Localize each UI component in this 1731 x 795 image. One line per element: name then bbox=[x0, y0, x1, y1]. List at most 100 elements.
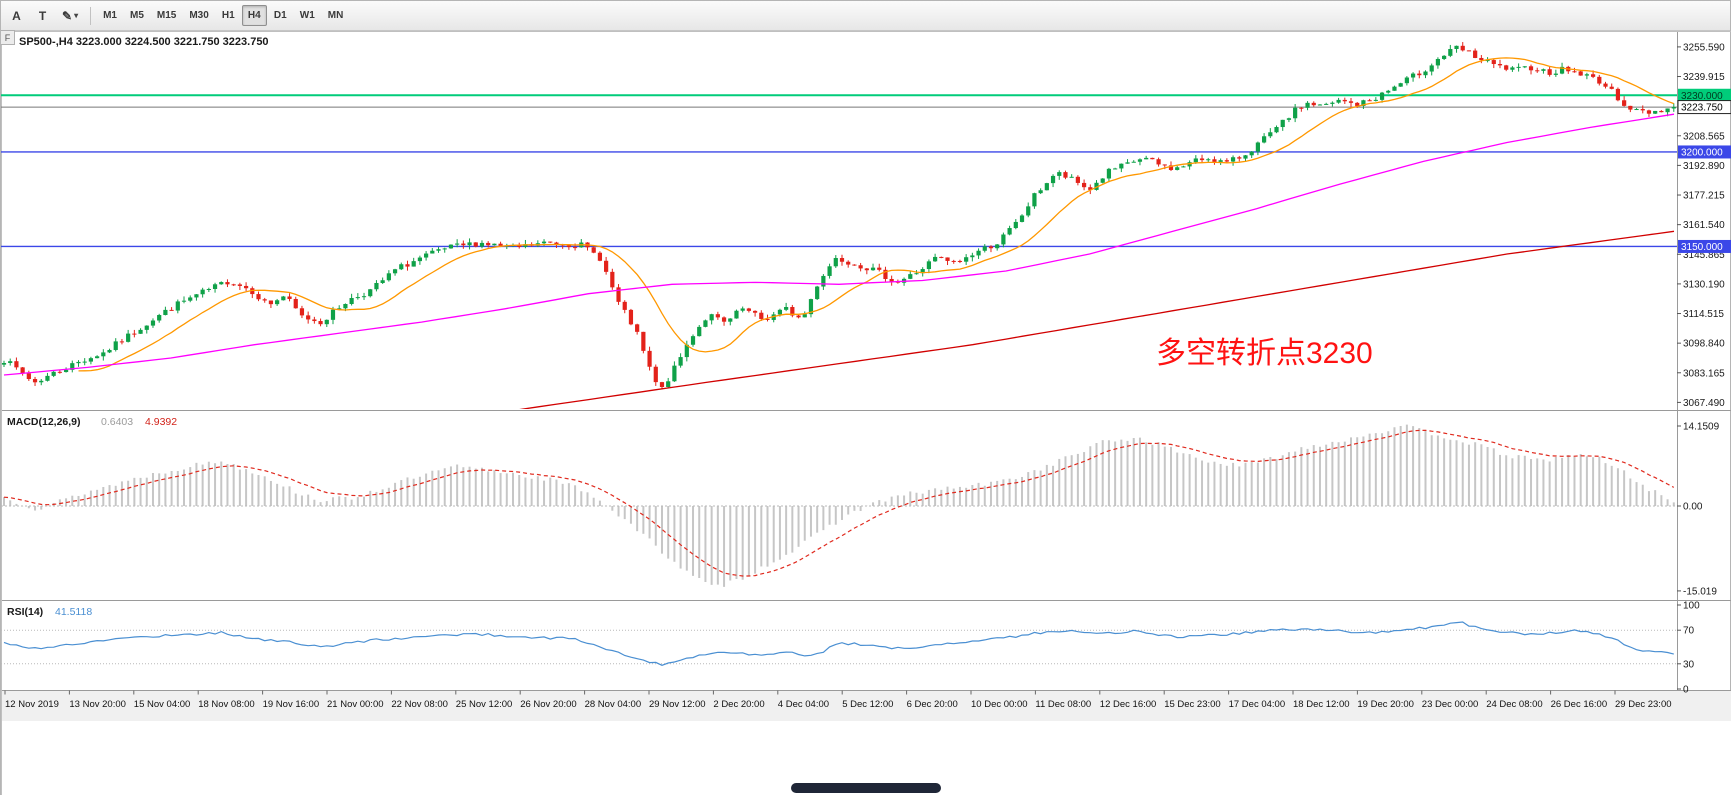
candle-body bbox=[1106, 168, 1112, 179]
candle-body bbox=[1448, 48, 1453, 56]
candle-body bbox=[982, 246, 987, 251]
candle-body bbox=[1230, 157, 1236, 162]
rsi-tick-label: 30 bbox=[1683, 659, 1695, 670]
candle-body bbox=[1150, 157, 1155, 160]
candle-body bbox=[430, 250, 435, 254]
candle-body bbox=[1131, 161, 1136, 163]
ma-fast-line[interactable] bbox=[78, 57, 1675, 372]
candle-body bbox=[45, 375, 50, 381]
candle-body bbox=[126, 333, 131, 342]
price-tick-label: 3161.540 bbox=[1683, 220, 1725, 231]
candle-body bbox=[1435, 58, 1441, 66]
timeframe-button-m30[interactable]: M30 bbox=[189, 10, 209, 21]
candle-body bbox=[1497, 64, 1503, 66]
candle-body bbox=[1206, 159, 1211, 161]
candle-body bbox=[200, 289, 205, 295]
timeframe-button-m15[interactable]: M15 bbox=[156, 10, 177, 21]
candle-body bbox=[734, 310, 739, 319]
candle-body bbox=[88, 358, 94, 362]
candle-body bbox=[554, 242, 559, 245]
candle-body bbox=[405, 264, 410, 267]
candle-body bbox=[107, 349, 112, 353]
candle-body bbox=[1603, 83, 1608, 87]
time-axis-strip bbox=[1, 691, 1731, 721]
candle-body bbox=[548, 241, 553, 243]
candle-body bbox=[566, 245, 571, 248]
candle-body bbox=[380, 280, 385, 283]
tool-button-a[interactable]: A bbox=[12, 8, 21, 23]
candle-body bbox=[1553, 73, 1558, 75]
timeframe-button-h1[interactable]: H1 bbox=[221, 10, 235, 21]
candle-body bbox=[250, 288, 255, 295]
candle-body bbox=[1342, 99, 1347, 102]
taskbar-hint bbox=[791, 783, 941, 793]
candle-body bbox=[1615, 88, 1621, 101]
candle-body bbox=[1417, 73, 1422, 76]
candle-body bbox=[1137, 159, 1143, 162]
candle-body bbox=[908, 274, 913, 279]
time-axis-label: 26 Dec 16:00 bbox=[1551, 699, 1608, 710]
candle-body bbox=[262, 299, 267, 301]
candle-body bbox=[802, 314, 807, 318]
time-axis-label: 19 Dec 20:00 bbox=[1357, 699, 1414, 710]
candle-body bbox=[517, 245, 522, 247]
ma-mid-line[interactable] bbox=[3, 113, 1675, 376]
candle-body bbox=[597, 252, 603, 261]
time-axis-label: 13 Nov 20:00 bbox=[69, 699, 126, 710]
macd-tick-label: 0.00 bbox=[1683, 502, 1703, 513]
rsi-label: RSI(14) bbox=[7, 606, 43, 618]
timeframe-button-mn[interactable]: MN bbox=[327, 10, 344, 21]
chart-canvas[interactable]: 3255.590 3239.915 3208.565 3192.890 3177.215… bbox=[1, 31, 1731, 795]
svg-text:3150.000: 3150.000 bbox=[1681, 242, 1723, 253]
candle-body bbox=[287, 296, 292, 299]
candle-body bbox=[1572, 71, 1577, 73]
candle-body bbox=[1317, 104, 1323, 106]
candle-body bbox=[1305, 102, 1310, 108]
panel-backgrounds bbox=[1, 31, 1731, 795]
time-axis-label: 10 Dec 00:00 bbox=[971, 699, 1028, 710]
collapsed-panel-tab[interactable]: F bbox=[1, 30, 15, 45]
candle-body bbox=[1522, 66, 1527, 68]
time-axis-label: 15 Dec 23:00 bbox=[1164, 699, 1221, 710]
candle-body bbox=[1181, 166, 1186, 168]
candle-body bbox=[1336, 99, 1341, 103]
draw-tool-button[interactable]: ✎ ▾ bbox=[56, 5, 84, 26]
timeframe-button-m5[interactable]: M5 bbox=[129, 10, 144, 21]
timeframe-button-w1[interactable]: W1 bbox=[299, 10, 315, 21]
candle-body bbox=[1, 362, 7, 365]
candle-body bbox=[641, 331, 646, 351]
candle-body bbox=[523, 244, 528, 247]
pencil-icon: ✎ bbox=[62, 8, 73, 23]
price-tick-label: 3130.190 bbox=[1683, 279, 1725, 290]
candle-body bbox=[1019, 215, 1025, 222]
candle-body bbox=[1212, 159, 1217, 162]
macd-panel[interactable] bbox=[1, 424, 1677, 587]
candle-body bbox=[194, 294, 199, 298]
candle-body bbox=[51, 371, 56, 376]
candle-body bbox=[1535, 70, 1540, 72]
tool-button-t[interactable]: T bbox=[38, 8, 47, 23]
candle-body bbox=[1144, 157, 1149, 160]
timeframe-button-h4[interactable]: H4 bbox=[241, 5, 267, 26]
candle-body bbox=[1038, 190, 1043, 194]
chart-border bbox=[1, 31, 1731, 795]
candle-body bbox=[225, 282, 230, 285]
candle-body bbox=[1311, 102, 1316, 106]
price-tick-label: 3192.890 bbox=[1683, 161, 1725, 172]
candle-body bbox=[1013, 221, 1018, 229]
timeframe-button-m1[interactable]: M1 bbox=[103, 10, 117, 21]
candle-body bbox=[1293, 107, 1298, 119]
candle-body bbox=[424, 253, 429, 258]
ma-slow-line[interactable] bbox=[4, 230, 1675, 426]
candle-body bbox=[324, 319, 329, 325]
candlesticks bbox=[1, 42, 1676, 390]
timeframe-button-d1[interactable]: D1 bbox=[273, 10, 287, 21]
price-panel[interactable] bbox=[1, 42, 1677, 426]
macd-signal-line[interactable] bbox=[3, 429, 1675, 577]
candle-body bbox=[964, 257, 969, 262]
rsi-line[interactable] bbox=[3, 621, 1674, 666]
candle-body bbox=[1646, 110, 1652, 114]
candle-body bbox=[1460, 45, 1465, 51]
rsi-panel[interactable] bbox=[1, 621, 1677, 666]
candle-body bbox=[1423, 71, 1428, 76]
